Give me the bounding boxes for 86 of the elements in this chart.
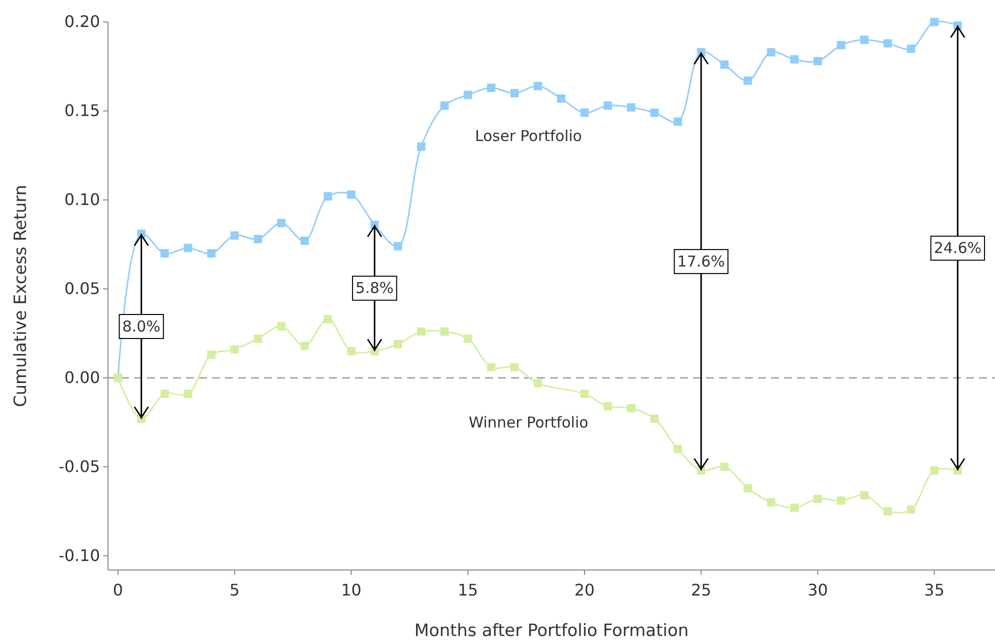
point: [230, 345, 239, 354]
point: [277, 322, 286, 330]
point: [604, 402, 612, 410]
point: [580, 390, 589, 398]
x-tick-label: 20: [574, 580, 595, 600]
point: [860, 36, 869, 44]
point: [626, 404, 636, 412]
point: [534, 379, 542, 388]
point: [836, 496, 846, 505]
point: [207, 249, 216, 258]
point: [766, 48, 776, 56]
y-tick-label: 0.20: [64, 12, 100, 32]
y-axis-title: Cumulative Excess Return: [11, 184, 31, 408]
point: [184, 390, 192, 398]
point: [254, 234, 262, 244]
point: [464, 90, 472, 100]
point: [230, 231, 239, 240]
point: [650, 108, 659, 117]
point: [300, 342, 309, 350]
point: [160, 390, 169, 398]
point: [744, 76, 752, 85]
point: [906, 44, 916, 53]
x-tick-label: 0: [112, 580, 124, 600]
annotation: 8.0%: [122, 317, 160, 336]
point: [604, 101, 612, 110]
point: [440, 327, 449, 336]
y-tick-label: -0.10: [58, 546, 100, 565]
point: [720, 462, 729, 471]
point: [254, 334, 262, 343]
x-tick-label: 35: [924, 580, 945, 600]
x-tick-label: 25: [690, 580, 712, 600]
point: [836, 40, 846, 50]
point: [347, 190, 356, 199]
point: [487, 362, 496, 372]
point: [464, 334, 472, 343]
point: [510, 362, 519, 372]
point: [720, 60, 729, 69]
annotation: 24.6%: [934, 239, 982, 258]
point: [790, 504, 799, 512]
x-tick-label: 5: [230, 580, 240, 600]
point: [324, 192, 332, 201]
point: [324, 314, 332, 324]
y-tick-label: -0.05: [58, 456, 100, 476]
y-tick-label: 0.15: [64, 101, 100, 120]
point: [814, 56, 822, 66]
point: [814, 494, 822, 504]
annotation: 5.8%: [356, 279, 394, 298]
annotation: 17.6%: [677, 252, 725, 271]
point: [930, 18, 939, 26]
point: [650, 414, 659, 423]
y-tick-label: 0.00: [64, 368, 100, 387]
y-tick-label: 0.05: [64, 279, 100, 298]
point: [884, 39, 892, 48]
series-label: Winner Portfolio: [468, 414, 588, 432]
point: [930, 466, 939, 475]
x-axis-title: Months after Portfolio Formation: [414, 621, 689, 641]
point: [160, 249, 169, 258]
point: [626, 103, 636, 112]
point: [347, 346, 356, 356]
point: [556, 94, 566, 103]
point: [207, 350, 216, 359]
x-tick-label: 15: [458, 580, 478, 600]
point: [534, 82, 542, 90]
point: [674, 444, 682, 454]
point: [906, 505, 916, 514]
point: [417, 327, 426, 336]
point: [394, 242, 402, 250]
point: [884, 507, 892, 516]
point: [184, 244, 192, 252]
point: [277, 218, 286, 228]
point: [417, 142, 426, 151]
point: [790, 55, 799, 64]
point: [580, 108, 589, 117]
point: [766, 498, 776, 507]
point: [860, 491, 869, 500]
point: [487, 84, 496, 92]
point: [394, 340, 402, 348]
point: [674, 117, 682, 126]
x-tick-label: 10: [341, 580, 362, 600]
point: [744, 484, 752, 492]
x-tick-label: 30: [808, 580, 828, 600]
y-tick-label: 0.10: [64, 190, 100, 210]
series-label: Loser Portfolio: [475, 127, 582, 146]
point: [510, 88, 519, 98]
point: [440, 101, 449, 110]
point: [300, 236, 309, 246]
